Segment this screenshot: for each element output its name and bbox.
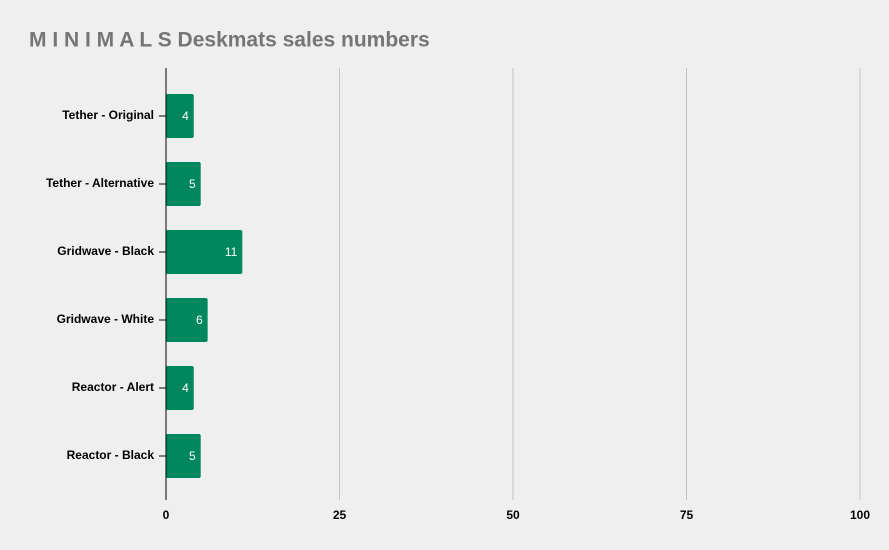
value-label: 4: [182, 109, 189, 123]
bar: [166, 230, 243, 274]
value-label: 6: [196, 313, 203, 327]
bar: [166, 366, 194, 410]
bar: [166, 434, 201, 478]
bar: [166, 94, 194, 138]
bar: [166, 298, 208, 342]
y-tick-label: Tether - Alternative: [46, 176, 154, 190]
bar: [166, 162, 201, 206]
value-label: 4: [182, 381, 189, 395]
x-tick-label: 75: [680, 508, 694, 522]
value-label: 5: [189, 449, 196, 463]
x-tick-label: 0: [163, 508, 170, 522]
y-tick-label: Gridwave - Black: [57, 244, 154, 258]
x-tick-label: 25: [333, 508, 347, 522]
y-tick-label: Gridwave - White: [57, 312, 155, 326]
value-label: 5: [189, 177, 196, 191]
value-label: 11: [225, 245, 238, 259]
x-tick-label: 50: [506, 508, 520, 522]
chart-title: M I N I M A L S Deskmats sales numbers: [29, 29, 430, 52]
y-tick-label: Tether - Original: [62, 108, 154, 122]
y-tick-label: Reactor - Black: [67, 448, 155, 462]
y-tick-label: Reactor - Alert: [72, 380, 154, 394]
x-tick-label: 100: [850, 508, 870, 522]
